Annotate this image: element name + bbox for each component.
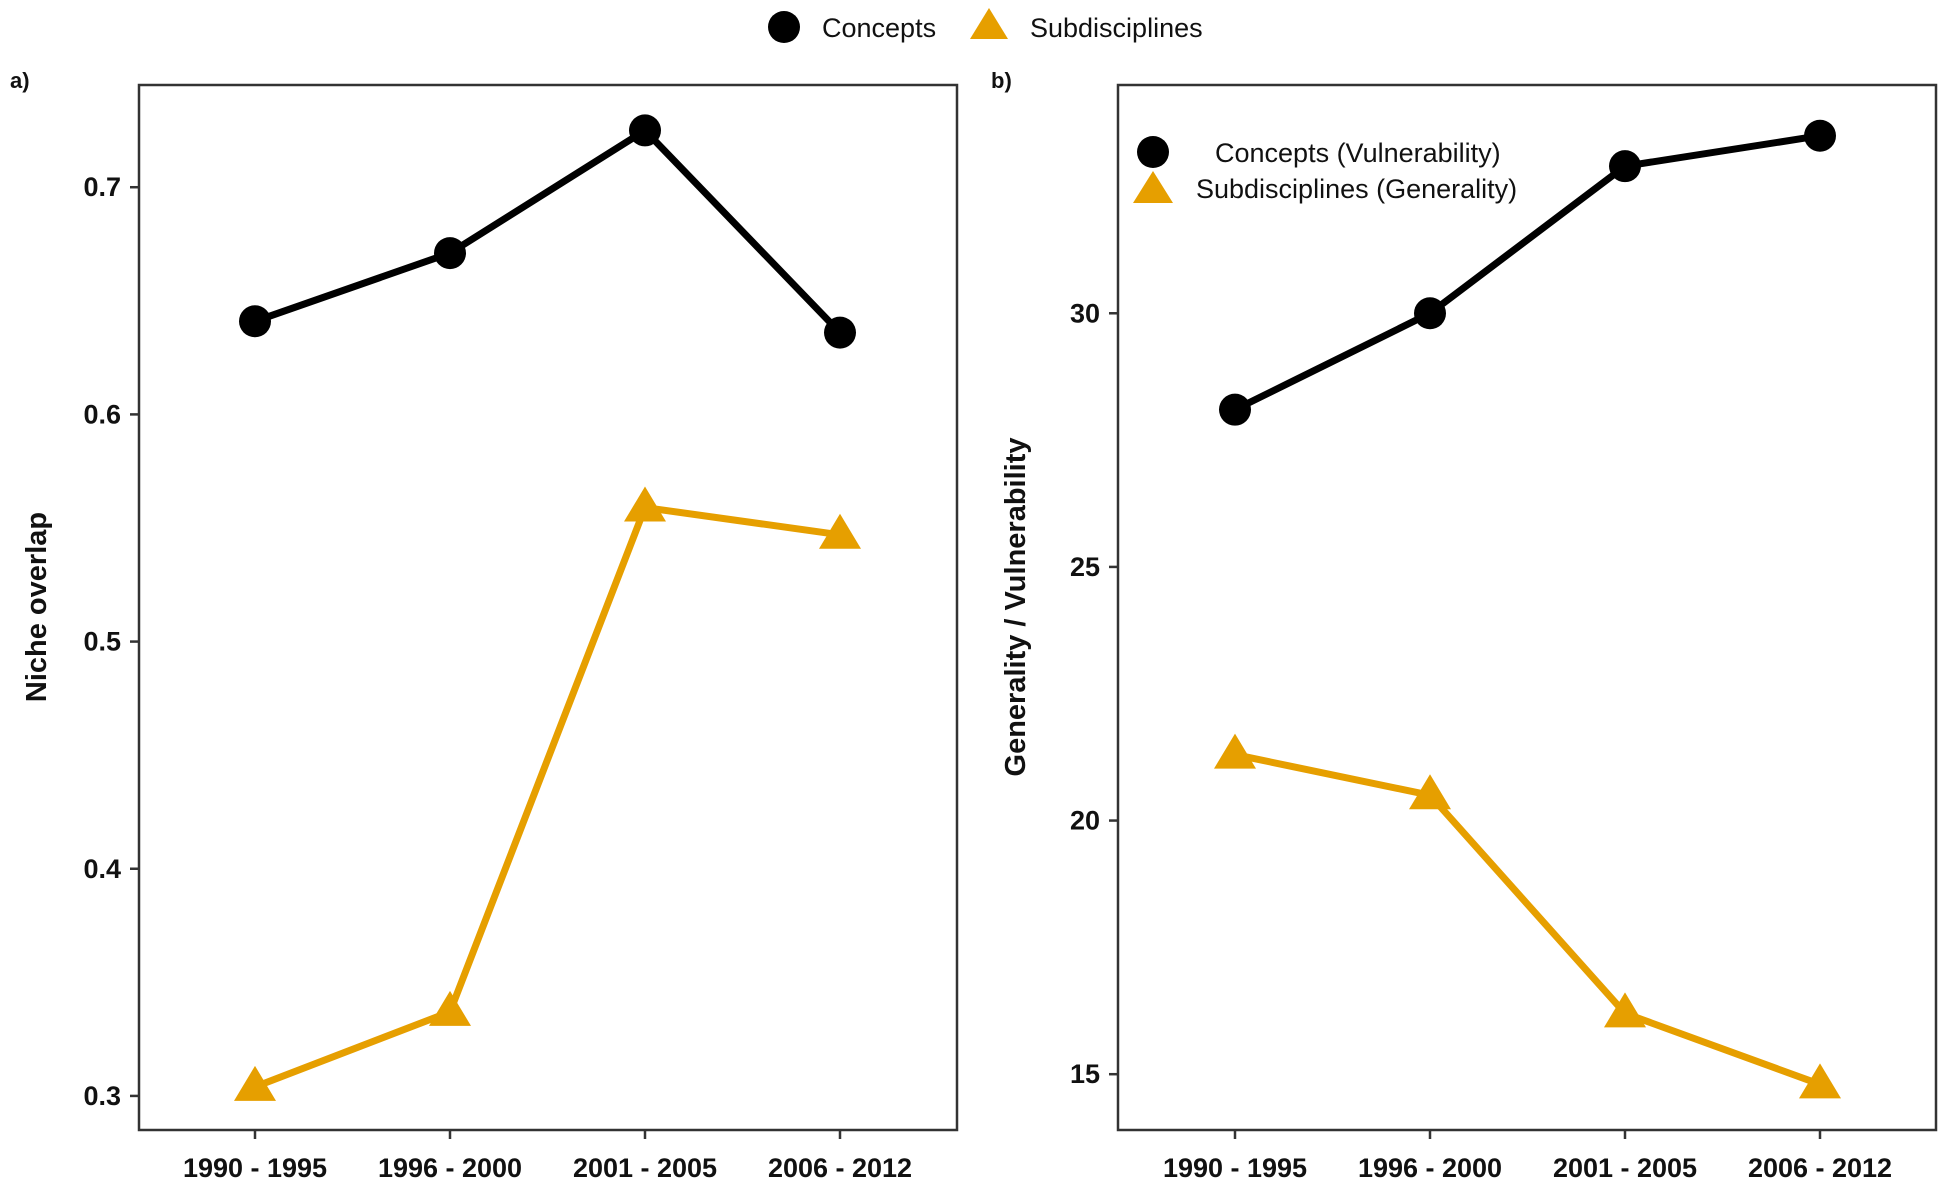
y-tick-label: 0.5 bbox=[83, 627, 121, 657]
data-point bbox=[629, 114, 661, 147]
y-tick-label: 0.3 bbox=[83, 1081, 121, 1111]
panel-a: a) Niche overlap 0.3 0.4 0.5 0.6 0.7 1990 - … bbox=[10, 68, 959, 1183]
top-legend: Concepts Subdisciplines bbox=[768, 8, 1203, 43]
data-point bbox=[824, 316, 856, 349]
panel-b-legend-concepts-marker bbox=[1137, 136, 1169, 168]
panel-a-xaxis: 1990 - 1995 1996 - 2000 2001 - 2005 2006 - … bbox=[183, 1130, 912, 1183]
y-tick-label: 0.6 bbox=[83, 399, 121, 429]
x-tick-label: 2001 - 2005 bbox=[1553, 1153, 1697, 1183]
data-point bbox=[239, 305, 271, 338]
panel-a-plot bbox=[234, 114, 861, 1101]
data-point bbox=[1219, 393, 1251, 426]
legend-concepts-marker bbox=[768, 11, 800, 43]
panel-a-yaxis: 0.3 0.4 0.5 0.6 0.7 bbox=[83, 172, 139, 1111]
x-tick-label: 1996 - 2000 bbox=[378, 1153, 522, 1183]
x-tick-label: 1990 - 1995 bbox=[183, 1153, 327, 1183]
data-point bbox=[429, 990, 471, 1026]
data-point bbox=[1409, 774, 1451, 810]
data-point bbox=[1609, 150, 1641, 183]
y-tick-label: 0.4 bbox=[83, 854, 121, 884]
y-tick-label: 25 bbox=[1070, 552, 1100, 582]
legend-subdisciplines-label: Subdisciplines bbox=[1030, 13, 1203, 43]
x-tick-label: 1996 - 2000 bbox=[1358, 1153, 1502, 1183]
legend-subdisciplines-marker bbox=[970, 8, 1008, 39]
panel-b-yaxis: 15 20 25 30 bbox=[1070, 298, 1118, 1089]
panel-b-plot bbox=[1214, 119, 1841, 1099]
y-tick-label: 15 bbox=[1070, 1059, 1100, 1089]
panel-b: b) Generality / Vulnerability 15 20 25 30 1… bbox=[991, 68, 1938, 1183]
data-point bbox=[434, 237, 466, 270]
series-line bbox=[1231, 751, 1824, 1088]
series-line bbox=[251, 126, 844, 337]
x-tick-label: 2006 - 2012 bbox=[1748, 1153, 1892, 1183]
data-point bbox=[1804, 119, 1836, 152]
y-tick-label: 30 bbox=[1070, 298, 1100, 328]
panel-b-legend: Concepts (Vulnerability) Subdisciplines … bbox=[1133, 136, 1517, 204]
panel-a-frame bbox=[137, 83, 959, 1132]
data-point bbox=[1214, 733, 1256, 769]
data-point bbox=[819, 513, 861, 549]
x-tick-label: 1990 - 1995 bbox=[1163, 1153, 1307, 1183]
panel-a-tag: a) bbox=[10, 68, 30, 93]
series-line bbox=[1231, 132, 1824, 414]
x-tick-label: 2001 - 2005 bbox=[573, 1153, 717, 1183]
panel-b-frame bbox=[1116, 83, 1938, 1132]
panel-b-ylabel: Generality / Vulnerability bbox=[1000, 438, 1032, 777]
data-point bbox=[1414, 297, 1446, 330]
series-line bbox=[251, 504, 844, 1091]
data-point bbox=[1799, 1063, 1841, 1099]
data-point bbox=[624, 486, 666, 522]
x-tick-label: 2006 - 2012 bbox=[768, 1153, 912, 1183]
legend-concepts-label: Concepts bbox=[822, 13, 936, 43]
panel-b-tag: b) bbox=[991, 68, 1012, 93]
y-tick-label: 20 bbox=[1070, 806, 1100, 836]
data-point bbox=[1604, 992, 1646, 1028]
panel-a-ylabel: Niche overlap bbox=[21, 512, 53, 702]
y-tick-label: 0.7 bbox=[83, 172, 121, 202]
panel-b-legend-subdisciplines-marker bbox=[1133, 171, 1173, 203]
panel-b-legend-subdisciplines-label: Subdisciplines (Generality) bbox=[1196, 174, 1517, 204]
data-point bbox=[234, 1065, 276, 1101]
panel-b-xaxis: 1990 - 1995 1996 - 2000 2001 - 2005 2006 - … bbox=[1163, 1130, 1892, 1183]
panel-b-legend-concepts-label: Concepts (Vulnerability) bbox=[1215, 138, 1501, 168]
